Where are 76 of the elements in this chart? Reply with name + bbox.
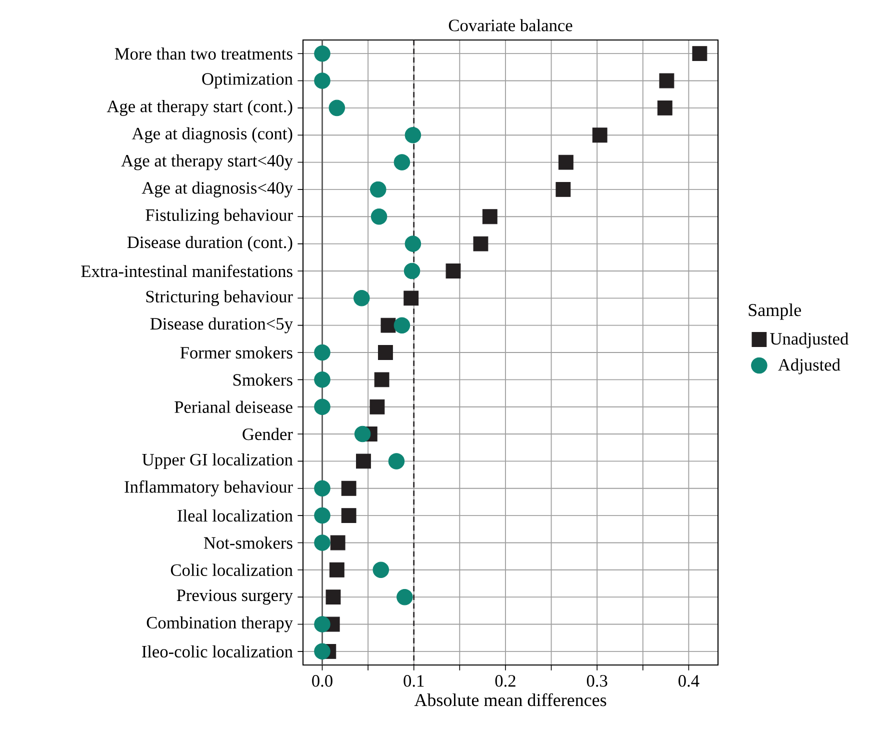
x-tick-label: 0.0 [312, 675, 332, 687]
point [353, 290, 370, 306]
y-tick-label: Age at diagnosis<40y [142, 182, 293, 198]
legend-title: Sample [748, 303, 801, 320]
y-tick-label: Ileo-colic localization [142, 645, 293, 658]
y-tick-label: Colic localization [170, 564, 293, 576]
x-tick-label: 0.1 [404, 675, 424, 687]
point [314, 616, 330, 632]
point [404, 126, 422, 144]
y-tick-label: Optimization [202, 73, 293, 88]
y-tick-label: Age at therapy start (cont.) [106, 100, 292, 116]
point [380, 318, 396, 333]
point [341, 508, 356, 524]
point [370, 208, 388, 225]
point [558, 154, 574, 170]
point [328, 100, 346, 116]
y-tick-label: Age at therapy start<40y [121, 154, 293, 170]
point [314, 72, 330, 89]
point [394, 154, 410, 170]
x-axis-title: Absolute mean differences [414, 693, 606, 706]
y-tick-label: Smokers [233, 374, 292, 386]
point [374, 372, 390, 388]
y-tick-label: Disease duration<5y [150, 317, 293, 334]
y-tick-label: Not-smokers [204, 536, 292, 549]
point [370, 399, 385, 414]
point [404, 236, 422, 252]
point [314, 507, 330, 524]
point [692, 46, 708, 62]
point [314, 480, 330, 497]
point [314, 45, 330, 62]
y-tick-label: Age at diagnosis (cont) [132, 127, 292, 143]
y-tick-label: Disease duration (cont.) [127, 236, 292, 252]
point [394, 317, 410, 334]
point [341, 480, 356, 496]
y-tick-label: Inflammatory behaviour [124, 480, 293, 496]
point [314, 344, 330, 361]
x-tick-label: 0.2 [495, 675, 516, 687]
point [372, 562, 390, 578]
point [657, 100, 672, 116]
point [330, 535, 346, 550]
point [388, 453, 405, 470]
point [404, 262, 420, 280]
point [314, 372, 330, 388]
y-tick-label: Gender [242, 428, 293, 440]
y-tick-label: Upper GI localization [142, 453, 293, 470]
point [556, 182, 571, 197]
x-tick-label: 0.3 [586, 675, 608, 687]
point [370, 181, 386, 198]
y-tick-label: Former smokers [180, 346, 292, 359]
y-tick-label: More than two treatments [114, 47, 292, 60]
y-tick-label: Perianal deisease [174, 400, 292, 413]
point [592, 128, 608, 143]
x-tick-label: 0.4 [678, 675, 700, 687]
point [404, 290, 419, 306]
point [446, 264, 461, 278]
chart-title: Covariate balance [448, 19, 572, 32]
point [354, 426, 371, 442]
y-tick-label: Combination therapy [146, 616, 293, 632]
point [659, 73, 674, 88]
legend-label: Adjusted [778, 358, 840, 374]
y-tick-label: Previous surgery [176, 589, 293, 605]
point [396, 588, 413, 606]
point [356, 454, 371, 469]
point [378, 345, 393, 360]
y-tick-label: Extra-intestinal manifestations [81, 264, 292, 278]
legend-label: Unadjusted [770, 332, 848, 348]
point [314, 643, 330, 660]
point [314, 534, 330, 551]
point [473, 236, 488, 252]
point [326, 590, 341, 605]
point [482, 209, 498, 224]
y-tick-label: Fistulizing behaviour [146, 208, 293, 225]
point [329, 562, 344, 578]
y-tick-label: Ileal localization [178, 509, 293, 522]
point [314, 398, 330, 415]
y-tick-label: Stricturing behaviour [146, 290, 293, 306]
